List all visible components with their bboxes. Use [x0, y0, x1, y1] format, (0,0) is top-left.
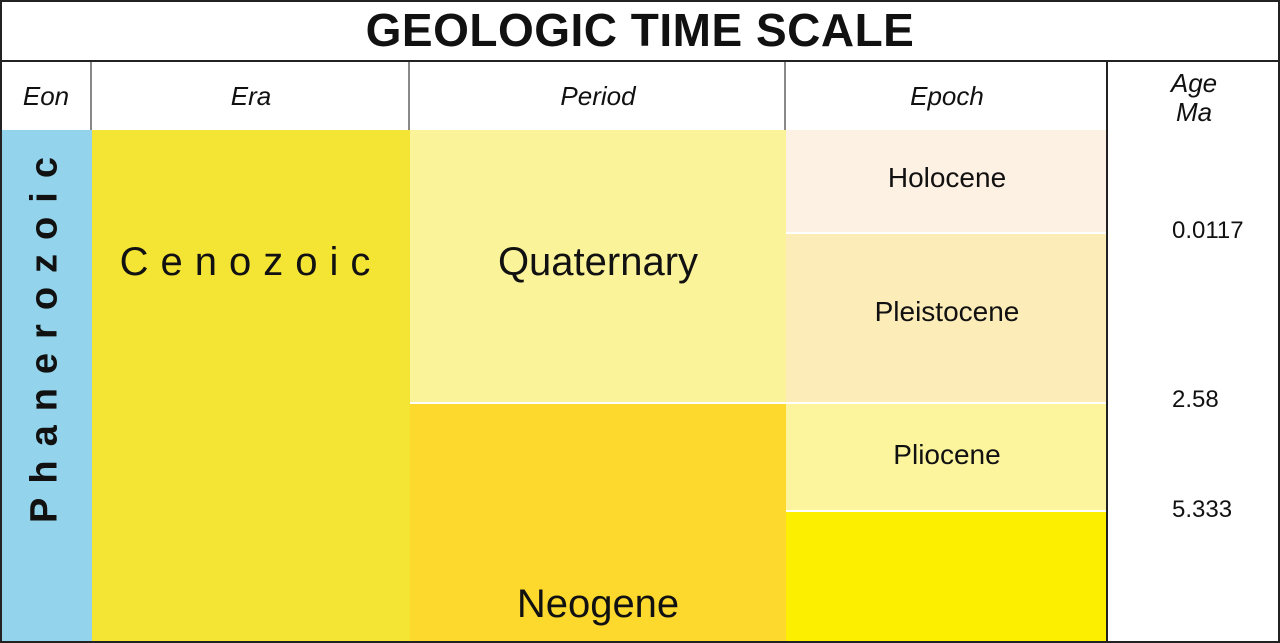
divider-epoch-age: [1106, 62, 1108, 643]
chart-title: GEOLOGIC TIME SCALE: [0, 0, 1280, 62]
epoch-cell-pleistocene: [786, 234, 1108, 402]
header-eon: Eon: [22, 80, 70, 111]
epoch-label-pliocene: Pliocene: [893, 439, 1001, 470]
epoch-label-holocene: Holocene: [887, 162, 1007, 193]
epoch-cell-pliocene: [786, 404, 1108, 510]
age-value: 0.0117: [1172, 217, 1244, 244]
period-cell-quaternary: [410, 130, 786, 402]
divider-eon-era: [90, 62, 92, 130]
epoch-cell-miocene: [786, 512, 1108, 643]
header-era: Era: [230, 80, 272, 111]
age-value: 2.58: [1172, 386, 1219, 413]
header-age-line1: Age: [1170, 68, 1218, 99]
period-cell-neogene: [410, 404, 786, 643]
era-label: Cenozoic: [119, 239, 383, 284]
period-label-quaternary: Quaternary: [497, 239, 699, 284]
age-value: 5.333: [1172, 496, 1233, 523]
header-age: Age Ma: [1108, 64, 1280, 132]
era-cell: [92, 130, 410, 643]
divider-era-period: [408, 62, 410, 130]
header-period: Period: [560, 80, 636, 111]
epoch-label-pleistocene: Pleistocene: [874, 296, 1020, 327]
epoch-cell-holocene: [786, 130, 1108, 232]
period-label-neogene: Neogene: [516, 581, 680, 626]
header-epoch: Epoch: [910, 80, 984, 111]
divider-period-epoch: [784, 62, 786, 130]
header-age-line2: Ma: [1175, 97, 1213, 127]
eon-cell: [0, 130, 92, 643]
